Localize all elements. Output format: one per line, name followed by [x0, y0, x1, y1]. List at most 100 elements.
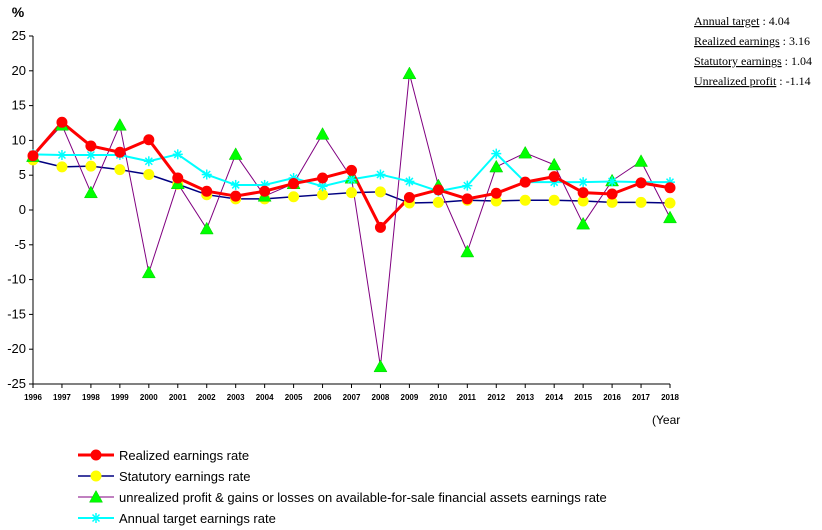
data-point [491, 148, 502, 159]
x-tick-label: 2007 [343, 393, 361, 402]
data-point [114, 164, 126, 176]
chart-series [31, 73, 671, 368]
x-tick-label: 2018 [661, 393, 679, 402]
data-point [201, 185, 213, 197]
data-point [402, 66, 417, 80]
data-point [634, 154, 648, 167]
y-tick-label: 0 [19, 202, 26, 217]
legend-marker [90, 449, 102, 461]
x-tick-label: 2002 [198, 393, 216, 402]
data-point [56, 161, 68, 173]
data-point [85, 160, 97, 172]
data-point [346, 187, 357, 199]
y-tick-label: -5 [14, 237, 26, 252]
y-tick-label: -20 [7, 341, 26, 356]
x-tick-label: 2015 [574, 393, 592, 402]
data-point [230, 179, 241, 190]
legend-marker [91, 513, 101, 523]
note-label: Annual target [694, 14, 760, 28]
y-tick-label: -25 [7, 376, 26, 391]
data-point [606, 188, 618, 200]
data-point [288, 191, 300, 203]
x-tick-label: 2005 [285, 393, 303, 402]
data-point [461, 193, 473, 205]
y-tick-label: -10 [7, 272, 26, 287]
data-point [373, 359, 388, 373]
data-point [578, 177, 589, 188]
x-tick-label: 1996 [24, 393, 42, 402]
y-axis-label: % [12, 4, 25, 20]
data-point [490, 187, 502, 199]
data-point [85, 150, 96, 161]
data-point [664, 197, 676, 209]
legend-label: Statutory earnings rate [119, 469, 251, 484]
data-point [548, 194, 560, 206]
data-point [172, 172, 184, 184]
data-point [374, 221, 386, 233]
data-point [201, 169, 212, 180]
note-label: Realized earnings [694, 34, 780, 48]
y-tick-label: 25 [12, 28, 26, 43]
data-point [143, 134, 155, 146]
data-point [518, 145, 533, 159]
data-point [374, 186, 386, 198]
data-point [635, 196, 647, 208]
x-tick-label: 2006 [314, 393, 332, 402]
data-point [346, 174, 357, 185]
data-point [199, 221, 214, 235]
note-label: Unrealized profit [694, 74, 777, 88]
chart-markers [26, 66, 677, 373]
x-tick-label: 1999 [111, 393, 129, 402]
data-point [519, 194, 531, 206]
data-point [317, 172, 329, 184]
data-point [519, 176, 531, 188]
data-point [664, 182, 676, 194]
data-point [288, 178, 300, 190]
data-point [663, 210, 677, 224]
legend-marker [89, 489, 103, 503]
data-point [489, 159, 504, 173]
data-point [230, 190, 242, 202]
x-tick-label: 2012 [487, 393, 505, 402]
data-point [114, 146, 126, 158]
data-point [259, 185, 271, 197]
data-point [577, 187, 589, 199]
y-tick-label: 20 [12, 63, 26, 78]
data-point [56, 150, 67, 161]
x-tick-label: 2004 [256, 393, 274, 402]
x-tick-label: 2013 [516, 393, 534, 402]
x-tick-label: 2009 [401, 393, 419, 402]
data-point [547, 157, 562, 171]
legend-label: Realized earnings rate [119, 448, 249, 463]
data-point [56, 116, 68, 128]
data-point [143, 169, 155, 181]
x-tick-label: 2003 [227, 393, 245, 402]
data-point [346, 164, 357, 176]
x-tick-label: 2008 [372, 393, 390, 402]
data-point [143, 156, 154, 167]
data-point [172, 149, 183, 160]
note-value: : 3.16 [780, 34, 810, 48]
data-point [85, 140, 97, 152]
note-line: Annual target : 4.04 [694, 14, 790, 28]
data-point [548, 171, 560, 183]
x-tick-label: 2001 [169, 393, 187, 402]
x-tick-label: 2000 [140, 393, 158, 402]
y-tick-label: 10 [12, 132, 26, 147]
x-axis-label: (Year [652, 413, 680, 427]
legend-marker [90, 470, 102, 482]
data-point [635, 177, 647, 189]
x-tick-label: 2010 [429, 393, 447, 402]
note-value: : 1.04 [782, 54, 812, 68]
data-point [112, 118, 127, 131]
note-line: Statutory earnings : 1.04 [694, 54, 812, 68]
data-point [460, 244, 475, 258]
note-line: Realized earnings : 3.16 [694, 34, 810, 48]
data-point [403, 191, 415, 203]
data-point [27, 150, 39, 162]
y-tick-label: -15 [7, 306, 26, 321]
data-point [375, 169, 386, 180]
data-point [432, 184, 444, 196]
